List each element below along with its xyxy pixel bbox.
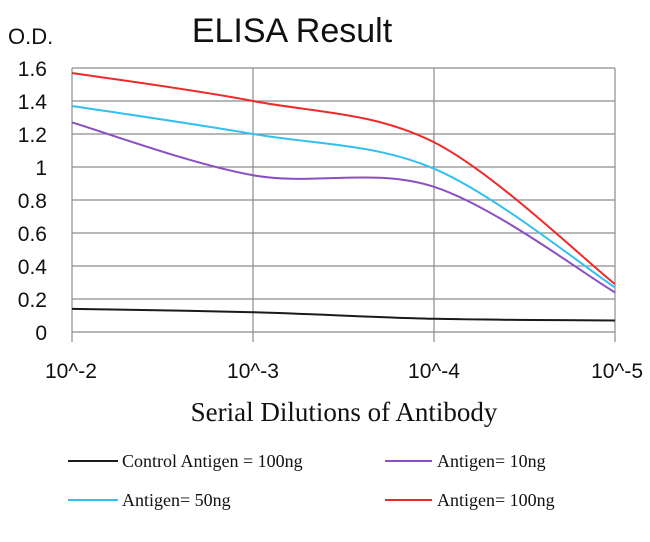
series-line-2: [71, 121, 616, 294]
series-line-1: [71, 307, 616, 322]
y-tick-labels: 0 0.2 0.4 0.6 0.8 1 1.2 1.4 1.6: [18, 58, 48, 345]
y-tick-label: 1.6: [18, 58, 47, 81]
grid: [71, 67, 616, 342]
y-tick-label: 1: [35, 157, 47, 180]
x-axis-label: Serial Dilutions of Antibody: [191, 397, 498, 427]
chart-title: ELISA Result: [192, 12, 393, 50]
y-tick-label: 0.2: [18, 289, 47, 312]
y-tick-label: 1.4: [18, 91, 48, 114]
legend-label-2: Antigen= 10ng: [437, 451, 546, 471]
y-tick-label: 1.2: [18, 124, 47, 147]
y-tick-label: 0: [35, 322, 47, 345]
legend: Control Antigen = 100ng Antigen= 10ng Anti…: [68, 451, 555, 510]
series-lines: [71, 71, 616, 322]
y-axis-label: O.D.: [8, 24, 53, 49]
x-tick-label: 10^-4: [408, 360, 460, 383]
x-tick-label: 10^-2: [45, 360, 97, 383]
y-tick-label: 0.4: [18, 256, 48, 279]
series-line-4: [71, 71, 616, 285]
legend-label-4: Antigen= 100ng: [437, 490, 555, 510]
legend-label-1: Control Antigen = 100ng: [122, 451, 303, 471]
y-tick-label: 0.8: [18, 190, 47, 213]
y-tick-label: 0.6: [18, 223, 47, 246]
x-tick-label: 10^-5: [591, 360, 643, 383]
x-tick-label: 10^-3: [227, 360, 279, 383]
x-tick-labels: 10^-2 10^-3 10^-4 10^-5: [45, 360, 643, 383]
legend-label-3: Antigen= 50ng: [122, 490, 231, 510]
series-line-3: [71, 104, 616, 289]
